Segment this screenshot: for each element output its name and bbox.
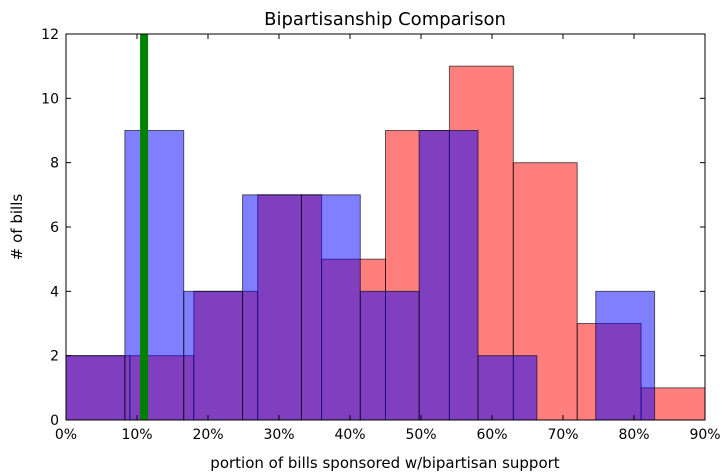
histogram-bar-series1-bin9 (595, 290, 656, 421)
y-tick-label: 2 (50, 349, 59, 365)
x-tick-label: 10% (121, 427, 152, 443)
x-tick-label: 70% (547, 427, 578, 443)
histogram-bar-series1-bin7 (477, 355, 538, 421)
y-tick-label: 12 (41, 27, 59, 43)
x-axis-title: portion of bills sponsored w/bipartisan … (210, 454, 559, 472)
ticks-layer: 0% 10% 20% 30% 40% 50% 60% 70% 80% 90% 0 2 4 6 8 10 12 (41, 27, 720, 443)
x-tick-label: 60% (476, 427, 507, 443)
histogram-bar-series1-bin6 (418, 130, 479, 421)
x-tick-label: 90% (689, 427, 720, 443)
y-tick-label: 0 (50, 413, 59, 429)
x-tick-label: 20% (192, 427, 223, 443)
y-tick-label: 4 (50, 284, 59, 300)
histogram-bar-series1-bin3 (242, 194, 302, 421)
x-tick-label: 50% (405, 427, 436, 443)
histogram-bar-series1-bin0 (65, 355, 126, 421)
chart-title: Bipartisanship Comparison (264, 9, 506, 30)
y-tick-label: 8 (50, 156, 59, 172)
histogram-bar-series1-bin5 (359, 290, 420, 421)
y-tick-label: 6 (50, 220, 59, 236)
x-tick-label: 80% (618, 427, 649, 443)
bars-layer (65, 65, 706, 421)
histogram-bar-series1-bin2 (183, 290, 244, 421)
y-axis-title: # of bills (8, 194, 26, 261)
x-tick-label: 40% (334, 427, 365, 443)
x-tick-label: 0% (55, 427, 77, 443)
x-tick-label: 30% (263, 427, 294, 443)
y-tick-label: 10 (41, 91, 59, 107)
histogram-bar-series1-bin1 (124, 130, 185, 421)
histogram-bar-series1-bin4 (300, 194, 361, 421)
